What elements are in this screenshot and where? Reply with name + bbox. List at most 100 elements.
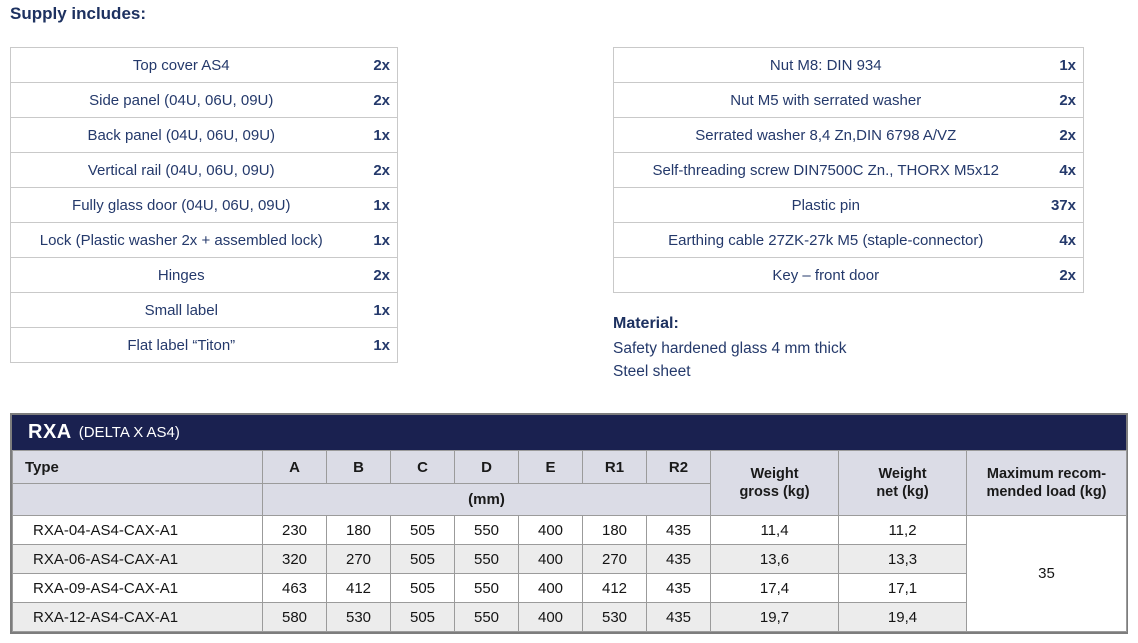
supply-qty: 1x [351,292,398,328]
col-header-a: A [262,450,327,484]
supply-qty: 2x [351,152,398,188]
cell-c: 505 [390,573,455,603]
col-header-d: D [454,450,519,484]
supply-item: Lock (Plastic washer 2x + assembled lock… [10,222,352,258]
table-row: Earthing cable 27ZK-27k M5 (staple-conne… [613,222,1084,258]
supply-qty: 37x [1037,187,1084,223]
cell-a: 320 [262,544,327,574]
table-row: Small label 1x [10,292,398,328]
cell-b: 412 [326,573,391,603]
col-header-type: Type [12,450,263,484]
cell-d: 550 [454,573,519,603]
supply-item: Nut M8: DIN 934 [613,47,1038,83]
cell-d: 550 [454,602,519,632]
col-header-r1: R1 [582,450,647,484]
cell-type: RXA-09-AS4-CAX-A1 [12,573,263,603]
supply-item: Side panel (04U, 06U, 09U) [10,82,352,118]
supply-item: Nut M5 with serrated washer [613,82,1038,118]
cell-a: 230 [262,515,327,545]
cell-weight-gross: 17,4 [710,573,839,603]
table-row: Flat label “Titon” 1x [10,327,398,363]
cell-c: 505 [390,602,455,632]
supply-qty: 2x [351,47,398,83]
table-row: RXA-12-AS4-CAX-A1 580 530 505 550 400 53… [12,602,1127,632]
cell-r1: 412 [582,573,647,603]
cell-weight-gross: 13,6 [710,544,839,574]
table-row: Lock (Plastic washer 2x + assembled lock… [10,222,398,258]
spec-table-titlebar: RXA (DELTA X AS4) [12,415,1126,450]
spec-table-container: RXA (DELTA X AS4) Type A B C D E R1 R2 [10,413,1128,634]
supply-qty: 2x [1037,82,1084,118]
supply-qty: 1x [351,117,398,153]
supply-qty: 1x [1037,47,1084,83]
cell-a: 463 [262,573,327,603]
supply-qty: 1x [351,187,398,223]
cell-e: 400 [518,544,583,574]
table-row: Fully glass door (04U, 06U, 09U) 1x [10,187,398,223]
material-section: Material: Safety hardened glass 4 mm thi… [613,312,846,383]
cell-weight-gross: 19,7 [710,602,839,632]
col-header-weight-net: Weight net (kg) [838,450,967,516]
col-header-line: Weight [750,466,799,482]
empty-cell [12,483,263,516]
material-line: Safety hardened glass 4 mm thick [613,340,847,357]
cell-e: 400 [518,602,583,632]
table-row: RXA-09-AS4-CAX-A1 463 412 505 550 400 41… [12,573,1127,603]
supply-item: Top cover AS4 [10,47,352,83]
col-header-line: net (kg) [876,484,929,500]
col-header-c: C [390,450,455,484]
cell-type: RXA-12-AS4-CAX-A1 [12,602,263,632]
table-row: Serrated washer 8,4 Zn,DIN 6798 A/VZ 2x [613,117,1084,153]
col-header-max-load: Maximum recom- mended load (kg) [966,450,1127,516]
col-header-line: gross (kg) [739,484,810,500]
spec-table-subtitle: (DELTA X AS4) [78,424,180,441]
cell-c: 505 [390,515,455,545]
table-row: RXA-06-AS4-CAX-A1 320 270 505 550 400 27… [12,544,1127,574]
supply-qty: 2x [351,82,398,118]
supply-item: Earthing cable 27ZK-27k M5 (staple-conne… [613,222,1038,258]
table-row: Nut M5 with serrated washer 2x [613,82,1084,118]
supply-qty: 1x [351,222,398,258]
table-row: Plastic pin 37x [613,187,1084,223]
spec-header-row: Type A B C D E R1 R2 Weight gross (kg) W… [12,450,1127,516]
supply-table-right: Nut M8: DIN 934 1x Nut M5 with serrated w… [613,47,1084,293]
cell-b: 270 [326,544,391,574]
table-row: Self-threading screw DIN7500C Zn., THORX… [613,152,1084,188]
supply-item: Hinges [10,257,352,293]
cell-r1: 270 [582,544,647,574]
table-row: Side panel (04U, 06U, 09U) 2x [10,82,398,118]
cell-max-load: 35 [966,515,1127,632]
cell-weight-net: 11,2 [838,515,967,545]
supply-qty: 2x [351,257,398,293]
supply-includes-heading: Supply includes: [10,4,147,23]
cell-weight-net: 19,4 [838,602,967,632]
cell-weight-net: 17,1 [838,573,967,603]
col-header-line: Weight [878,466,927,482]
col-header-r2: R2 [646,450,711,484]
spec-table: Type A B C D E R1 R2 Weight gross (kg) W… [12,450,1127,632]
cell-r2: 435 [646,573,711,603]
supply-qty: 1x [351,327,398,363]
cell-c: 505 [390,544,455,574]
cell-b: 530 [326,602,391,632]
col-header-e: E [518,450,583,484]
cell-type: RXA-04-AS4-CAX-A1 [12,515,263,545]
material-line: Steel sheet [613,363,691,380]
table-row: Hinges 2x [10,257,398,293]
cell-d: 550 [454,544,519,574]
cell-d: 550 [454,515,519,545]
supply-qty: 2x [1037,117,1084,153]
supply-item: Plastic pin [613,187,1038,223]
supply-item: Flat label “Titon” [10,327,352,363]
cell-r2: 435 [646,544,711,574]
cell-weight-net: 13,3 [838,544,967,574]
supply-qty: 4x [1037,152,1084,188]
table-row: RXA-04-AS4-CAX-A1 230 180 505 550 400 18… [12,515,1127,632]
supply-item: Self-threading screw DIN7500C Zn., THORX… [613,152,1038,188]
supply-item: Key – front door [613,257,1038,293]
supply-item: Serrated washer 8,4 Zn,DIN 6798 A/VZ [613,117,1038,153]
table-row: Back panel (04U, 06U, 09U) 1x [10,117,398,153]
table-row: Key – front door 2x [613,257,1084,293]
cell-a: 580 [262,602,327,632]
